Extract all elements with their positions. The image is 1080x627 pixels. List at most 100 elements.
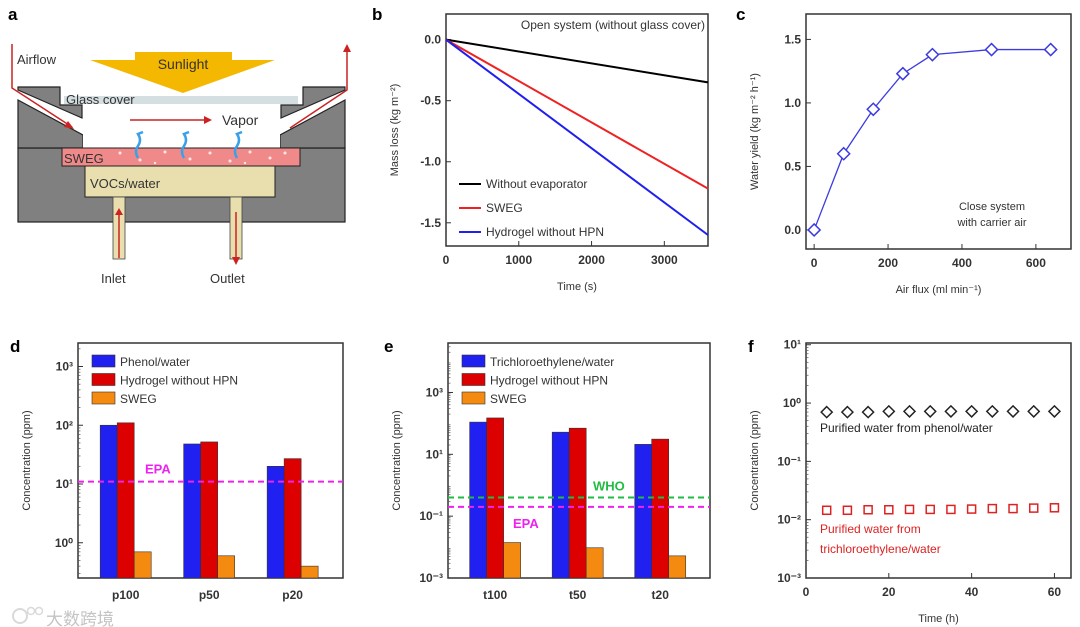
plot-frame bbox=[805, 13, 1072, 250]
y-tick-label: 10⁻³ bbox=[777, 571, 801, 585]
data-point bbox=[966, 504, 977, 514]
panel-label-a: a bbox=[8, 5, 18, 24]
threshold-label-who: WHO bbox=[593, 479, 625, 494]
bar-p100-2 bbox=[133, 551, 152, 579]
bar-t100-0 bbox=[469, 421, 487, 579]
y-tick-label: 10⁰ bbox=[55, 536, 73, 550]
data-point bbox=[987, 503, 998, 514]
bar-t50-2 bbox=[585, 547, 604, 579]
y-tick-label: 10⁻³ bbox=[419, 571, 443, 585]
y-tick-label: 10³ bbox=[56, 360, 73, 374]
chart-panel-e: e 10⁻³ 10⁻¹ 10¹ 10³ Concentration (ppm) t100 t5… bbox=[384, 337, 711, 602]
data-point bbox=[842, 505, 853, 516]
legend-swatch bbox=[91, 391, 116, 405]
bar-p50-0 bbox=[183, 443, 201, 579]
chart-panel-c: c 0.0 0.5 1.0 1.5 0 200 400 600 Air flux (ml min⁻… bbox=[736, 5, 1072, 296]
chart-panel-b: b 0.0 -0.5 -1.0 -1.5 0 1000 2000 3000 Time (s) Mas… bbox=[372, 5, 709, 293]
bar-p50-1 bbox=[200, 441, 218, 579]
category-label: p50 bbox=[199, 588, 220, 602]
data-point bbox=[821, 505, 832, 516]
bar-p20-2 bbox=[300, 565, 319, 579]
data-point bbox=[840, 405, 854, 419]
vocs-water-label: VOCs/water bbox=[90, 176, 161, 191]
data-point bbox=[1028, 503, 1039, 513]
legend-label: Hydrogel without HPN bbox=[486, 225, 604, 239]
x-tick-label: 0 bbox=[811, 256, 818, 270]
data-point bbox=[884, 505, 894, 515]
category-label: t20 bbox=[652, 588, 670, 602]
x-tick-label: 400 bbox=[952, 256, 972, 270]
bar-p20-1 bbox=[283, 458, 302, 579]
inlet-arrowhead bbox=[115, 208, 123, 215]
plot-frame bbox=[805, 342, 1072, 579]
y-tick-label: -1.0 bbox=[420, 155, 441, 169]
airflow-in-arrowhead bbox=[64, 121, 74, 129]
data-point bbox=[895, 66, 910, 81]
legend-label: SWEG bbox=[486, 201, 523, 215]
legend-swatch bbox=[461, 354, 486, 368]
bar-t20-0 bbox=[634, 444, 653, 579]
x-tick-label: 2000 bbox=[578, 253, 605, 267]
bar-p50-2 bbox=[217, 555, 235, 579]
data-point bbox=[984, 42, 999, 57]
y-tick-label: 10⁻² bbox=[777, 513, 801, 527]
panel-label-c: c bbox=[736, 5, 745, 24]
data-point bbox=[1006, 404, 1020, 418]
sweg-label: SWEG bbox=[64, 151, 104, 166]
legend-swatch bbox=[91, 373, 116, 386]
series-line-without-evaporator bbox=[445, 38, 709, 84]
data-point bbox=[866, 102, 881, 117]
y-tick-label: 10¹ bbox=[426, 447, 443, 461]
data-point bbox=[863, 505, 873, 515]
y-axis-title: Water yield (kg m⁻² h⁻¹) bbox=[749, 73, 761, 190]
airflow-out-arrow bbox=[289, 52, 348, 129]
device-right-upper-block bbox=[280, 86, 346, 119]
y-tick-label: 10⁻¹ bbox=[777, 454, 801, 468]
y-axis-title: Mass loss (kg m⁻²) bbox=[389, 84, 401, 177]
chart-annotation: Close system bbox=[959, 201, 1025, 213]
category-label: t50 bbox=[569, 588, 587, 602]
sweg-speckles bbox=[118, 150, 287, 165]
glass-cover bbox=[64, 96, 298, 104]
legend-label: SWEG bbox=[490, 392, 527, 406]
vapor-arrowhead bbox=[204, 116, 212, 124]
outlet-label: Outlet bbox=[210, 271, 245, 286]
data-point bbox=[1008, 503, 1018, 514]
watermark-text: 大数跨境 bbox=[46, 610, 114, 627]
device-left-upper-block bbox=[17, 86, 83, 119]
data-point bbox=[985, 404, 999, 418]
y-axis-title: Concentration (ppm) bbox=[21, 410, 33, 510]
bar-t20-1 bbox=[651, 438, 670, 579]
y-tick-label: 10⁻¹ bbox=[419, 509, 443, 523]
legend-swatch bbox=[461, 373, 486, 386]
chart-panel-d: d 10⁰ 10¹ 10² 10³ Concentration (ppm) p100 p50 p… bbox=[10, 337, 344, 602]
vapor-label: Vapor bbox=[222, 112, 259, 128]
vocs-water-basin bbox=[84, 165, 276, 198]
data-point bbox=[965, 404, 979, 418]
x-tick-label: 60 bbox=[1048, 585, 1062, 599]
x-tick-label: 0 bbox=[443, 253, 450, 267]
panel-label-b: b bbox=[372, 5, 382, 24]
series-line-sweg bbox=[445, 38, 709, 190]
y-tick-label: 1.0 bbox=[784, 96, 801, 110]
x-tick-label: 200 bbox=[878, 256, 898, 270]
plot-frame bbox=[445, 13, 709, 247]
panel-label-f: f bbox=[748, 337, 754, 356]
panel-label-d: d bbox=[10, 337, 20, 356]
series-annotation: Purified water from bbox=[820, 522, 921, 536]
legend-label: SWEG bbox=[120, 392, 157, 406]
data-point bbox=[904, 504, 915, 515]
y-tick-label: 10² bbox=[56, 418, 73, 432]
category-label: p20 bbox=[282, 588, 303, 602]
data-point bbox=[925, 47, 940, 62]
data-point bbox=[923, 404, 937, 418]
data-point bbox=[925, 504, 935, 515]
glass-cover-label: Glass cover bbox=[66, 92, 135, 107]
data-point bbox=[1043, 42, 1058, 57]
x-tick-label: 1000 bbox=[505, 253, 532, 267]
outlet-arrowhead bbox=[232, 257, 240, 265]
data-point bbox=[902, 404, 917, 418]
y-tick-label: 1.5 bbox=[784, 32, 801, 46]
data-point bbox=[807, 222, 822, 238]
chart-title: Open system (without glass cover) bbox=[521, 18, 705, 32]
